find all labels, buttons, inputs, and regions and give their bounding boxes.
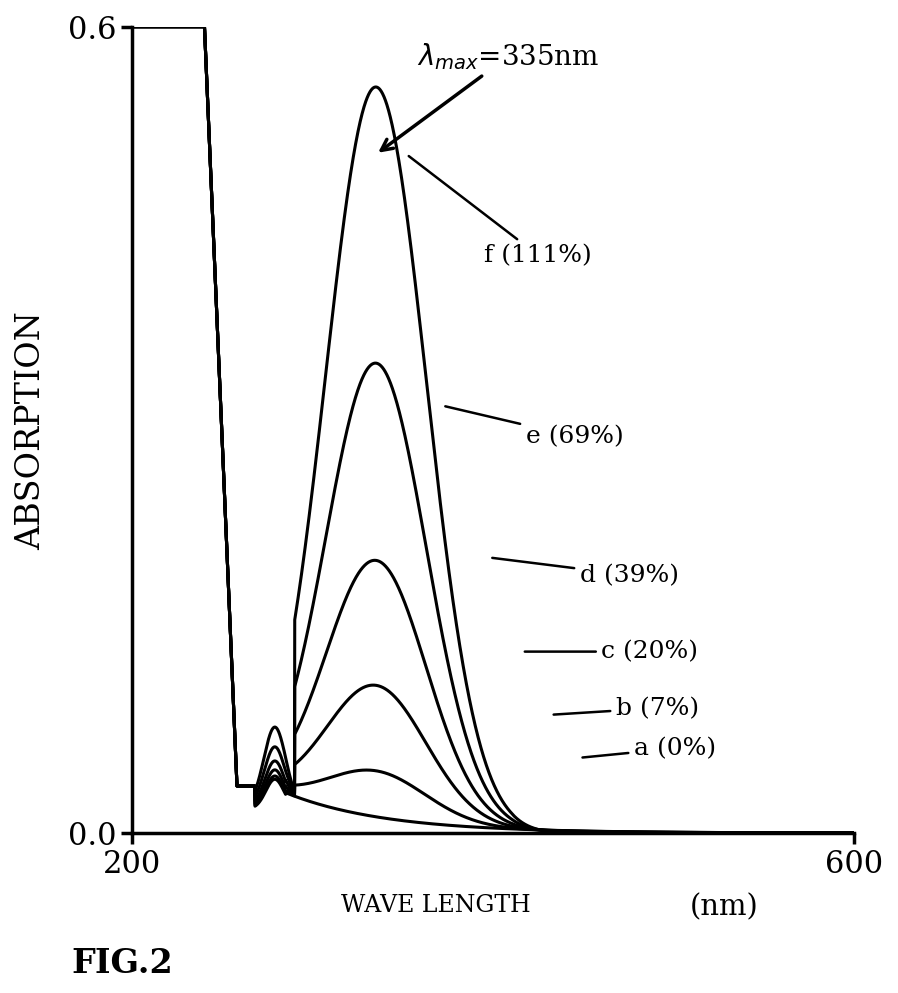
- Text: (nm): (nm): [690, 894, 759, 922]
- Y-axis label: ABSORPTION: ABSORPTION: [15, 311, 47, 549]
- Text: d (39%): d (39%): [492, 558, 679, 587]
- Text: f (111%): f (111%): [409, 156, 592, 267]
- Text: c (20%): c (20%): [524, 640, 699, 663]
- Text: a (0%): a (0%): [583, 737, 716, 760]
- Text: e (69%): e (69%): [445, 406, 623, 448]
- Text: $\lambda_{max}$=335nm: $\lambda_{max}$=335nm: [382, 41, 600, 151]
- Text: b (7%): b (7%): [554, 697, 699, 720]
- Text: FIG.2: FIG.2: [72, 947, 173, 980]
- Text: WAVE LENGTH: WAVE LENGTH: [340, 894, 530, 917]
